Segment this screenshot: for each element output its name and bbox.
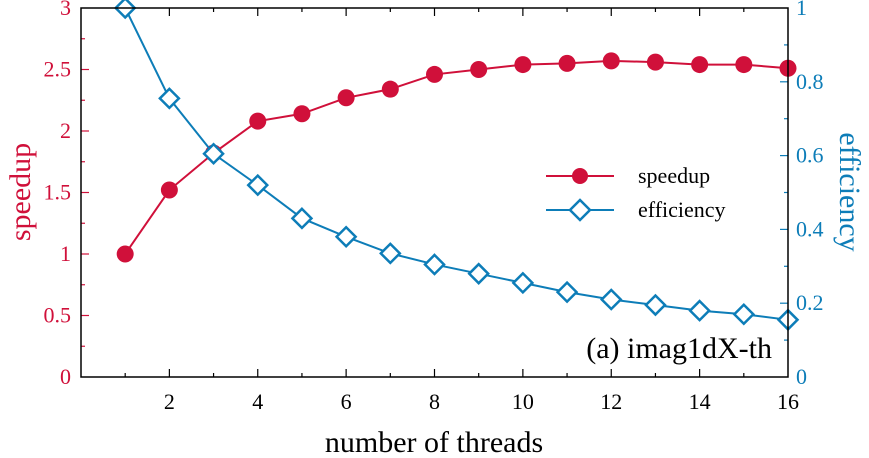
y-axis-title-right: efficiency (833, 132, 866, 251)
efficiency-point-4 (246, 173, 270, 197)
efficiency-point-2 (158, 87, 181, 110)
y-right-tick-label: 0.2 (796, 290, 824, 315)
speedup-point-5 (293, 105, 311, 123)
x-tick-label: 14 (689, 389, 711, 414)
efficiency-point-5 (290, 207, 314, 230)
speedup-point-15 (735, 56, 753, 74)
legend-speedup-marker (572, 168, 588, 184)
series-layer (113, 0, 800, 332)
y-left-tick-label: 0.5 (44, 303, 72, 328)
speedup-point-13 (646, 53, 664, 71)
y-right-tick-label: 0.6 (796, 143, 824, 168)
x-tick-label: 8 (429, 389, 440, 414)
speedup-point-2 (160, 181, 178, 199)
legend: speedup efficiency (546, 163, 726, 222)
y-right-tick-label: 0.4 (796, 216, 824, 241)
plot-frame (80, 7, 789, 378)
x-tick-label: 4 (252, 389, 263, 414)
y-left-tick-label: 1.5 (44, 180, 72, 205)
speedup-point-6 (337, 89, 355, 107)
legend-speedup-label: speedup (638, 163, 710, 188)
efficiency-point-7 (379, 242, 402, 265)
y-left-tick-label: 1 (60, 241, 71, 266)
speedup-line (124, 59, 789, 255)
efficiency-point-6 (334, 225, 358, 249)
y-axis-title-left: speedup (4, 143, 37, 241)
speedup-point-7 (381, 80, 399, 98)
speedup-point-1 (116, 245, 134, 263)
efficiency-point-15 (732, 303, 756, 326)
speedup-point-9 (470, 61, 488, 78)
y-left-tick-label: 2.5 (44, 57, 72, 82)
y-right-tick-label: 0 (796, 364, 807, 389)
speedup-point-12 (602, 52, 620, 70)
y-left-tick-label: 3 (60, 0, 71, 20)
efficiency-point-13 (644, 293, 667, 317)
x-tick-label: 16 (777, 389, 799, 414)
y-right-tick-label: 1 (796, 0, 807, 20)
efficiency-point-10 (511, 271, 535, 295)
efficiency-point-12 (599, 288, 623, 311)
y-left-tick-label: 0 (60, 364, 71, 389)
speedup-point-8 (426, 65, 443, 83)
efficiency-point-8 (423, 253, 446, 276)
x-tick-label: 2 (164, 389, 175, 414)
x-tick-label: 10 (512, 389, 534, 414)
x-axis-title: number of threads (325, 426, 543, 458)
chart-annotation: (a) imag1dX-th (586, 332, 772, 365)
y-left-tick-label: 2 (60, 118, 71, 143)
speedup-point-14 (691, 56, 709, 74)
efficiency-point-14 (688, 299, 711, 322)
legend-efficiency-label: efficiency (638, 197, 726, 222)
efficiency-point-11 (555, 280, 579, 304)
efficiency-line (124, 7, 789, 321)
speedup-point-11 (558, 54, 576, 72)
legend-efficiency-marker (568, 198, 592, 222)
x-tick-label: 12 (600, 389, 622, 414)
x-tick-label: 6 (341, 389, 352, 414)
y-right-tick-label: 0.8 (796, 69, 824, 94)
speedup-point-10 (514, 56, 532, 74)
efficiency-point-3 (202, 142, 225, 166)
speedup-point-4 (249, 112, 267, 130)
efficiency-point-9 (467, 262, 490, 285)
